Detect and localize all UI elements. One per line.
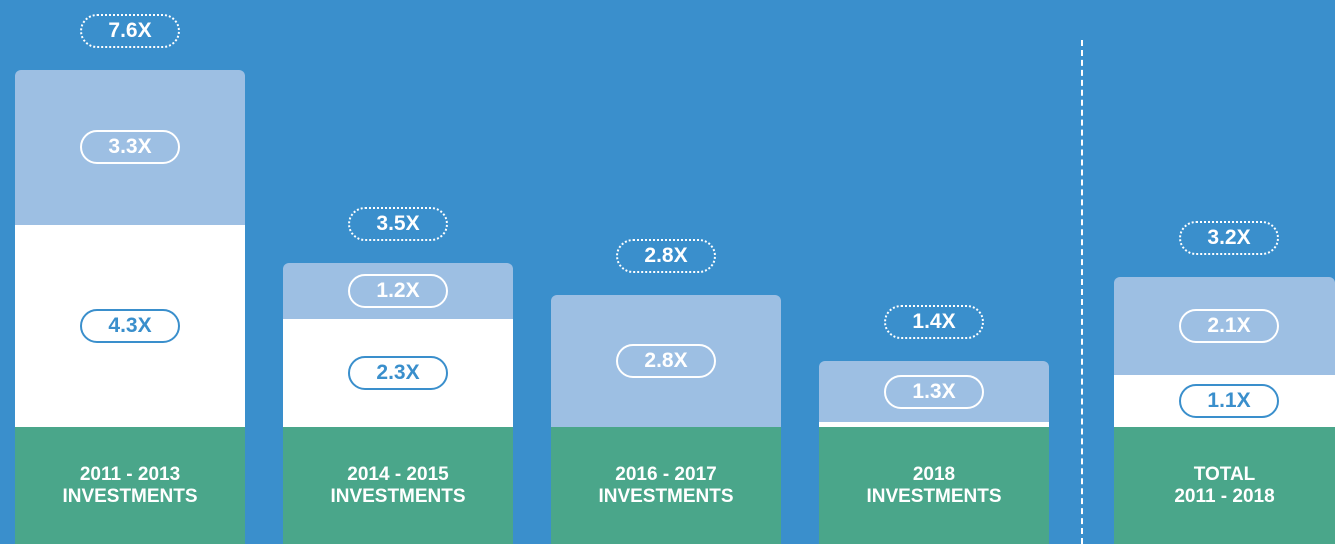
segment-label: 3.3X xyxy=(80,130,180,165)
segment-label: 1.3X xyxy=(884,374,984,409)
total-label: 1.4X xyxy=(884,305,984,340)
category-base: 2016 - 2017 INVESTMENTS xyxy=(551,427,781,544)
category-base: 2014 - 2015 INVESTMENTS xyxy=(283,427,513,544)
divider xyxy=(1081,40,1083,544)
bar-segment xyxy=(551,295,781,427)
segment-label: 1.1X xyxy=(1179,384,1279,419)
bar-segment xyxy=(15,224,245,427)
bar-segment xyxy=(15,69,245,225)
bar-segment xyxy=(819,361,1049,423)
bar-segment xyxy=(283,318,513,427)
total-label: 3.2X xyxy=(1179,220,1279,255)
bar-segment xyxy=(1114,276,1335,376)
category-base: 2018 INVESTMENTS xyxy=(819,427,1049,544)
segment-label: 2.8X xyxy=(616,344,716,379)
total-label: 3.5X xyxy=(348,206,448,241)
segment-label: 2.3X xyxy=(348,355,448,390)
total-label: 7.6X xyxy=(80,13,180,48)
segment-label: 2.1X xyxy=(1179,308,1279,343)
category-base: 2011 - 2013 INVESTMENTS xyxy=(15,427,245,544)
segment-label: 4.3X xyxy=(80,308,180,343)
bar-segment xyxy=(1114,375,1335,427)
total-label: 2.8X xyxy=(616,239,716,274)
bar-segment xyxy=(283,262,513,319)
bar-segment xyxy=(819,422,1049,427)
category-base: TOTAL 2011 - 2018 xyxy=(1114,427,1335,544)
segment-label: 1.2X xyxy=(348,273,448,308)
